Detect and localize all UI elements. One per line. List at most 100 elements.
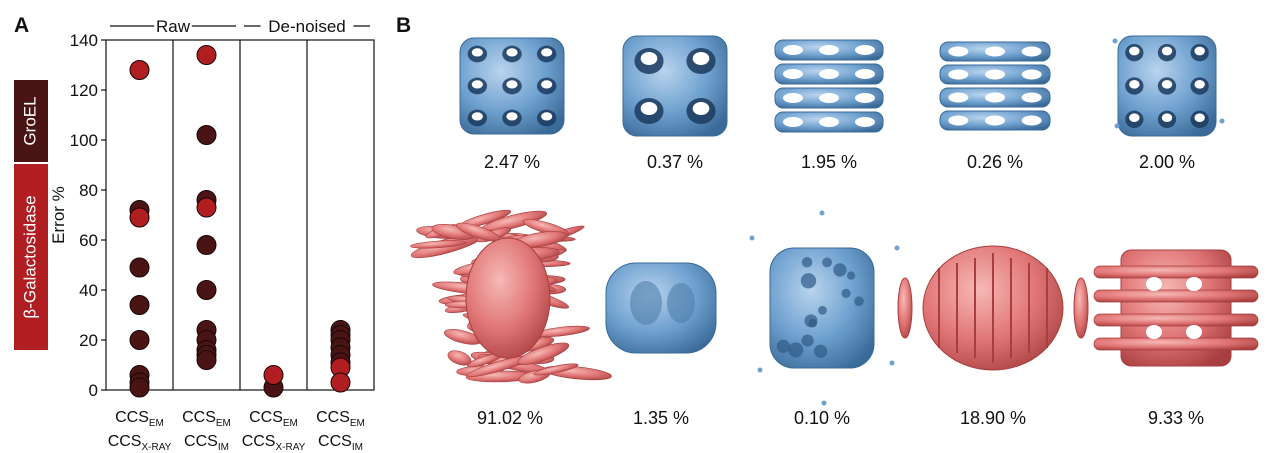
model-pit <box>800 273 817 289</box>
model-pit <box>822 257 833 268</box>
model-hole-light <box>1129 80 1140 89</box>
model-speck <box>757 367 763 373</box>
data-point-1 <box>330 372 351 393</box>
data-point-0 <box>129 330 150 350</box>
model-hole-light <box>783 93 803 103</box>
panel-b-label: B <box>396 14 412 37</box>
model-pit <box>804 314 818 328</box>
model-top-4 <box>939 41 1051 131</box>
model-hole-light <box>640 102 658 115</box>
model-pit <box>788 342 804 358</box>
model-side-lobe <box>1073 277 1089 339</box>
data-point-0 <box>196 350 217 370</box>
model-hole-light <box>948 46 969 57</box>
model-speck <box>1219 118 1225 124</box>
model-layer <box>1093 337 1259 351</box>
model-bottom-4 <box>897 245 1089 371</box>
model-pit <box>801 257 813 268</box>
model-hole-light <box>1021 69 1042 80</box>
data-point-0 <box>129 257 150 278</box>
model-hole-light <box>985 92 1005 103</box>
model-top-3-label: 1.95 % <box>800 152 858 172</box>
model-hole-light <box>855 69 875 79</box>
model-pit <box>841 288 851 298</box>
category-label-line1: CCSEM <box>249 409 298 429</box>
model-hole-light <box>1021 46 1042 57</box>
model-core <box>465 237 551 359</box>
model-hole-light <box>541 48 553 57</box>
data-point-1 <box>263 365 284 385</box>
model-dent <box>667 283 695 323</box>
model-pit <box>833 263 847 277</box>
model-hole-light <box>1194 46 1205 56</box>
model-bottom-1-label: 91.02 % <box>476 408 544 428</box>
model-hole-light <box>948 69 969 80</box>
legend-groel: GroEL <box>14 80 48 162</box>
model-fragment <box>410 240 468 249</box>
model-hole-light <box>541 80 553 89</box>
data-point-0 <box>196 125 217 145</box>
y-tick-label: 40 <box>79 281 98 300</box>
error-scatter-chart: 0 20 40 60 80 100 120 140 Error % Raw De-noised CCS… <box>50 17 375 453</box>
group-header-0: Raw <box>156 17 191 36</box>
model-hole-light <box>1186 325 1202 339</box>
model-hole-light <box>471 48 483 57</box>
legend-groel-label: GroEL <box>21 96 41 146</box>
model-fragment <box>533 363 579 376</box>
y-tick-label: 20 <box>79 331 98 350</box>
model-hole-light <box>1161 113 1173 122</box>
data-point-1 <box>129 207 150 228</box>
model-bottom-4-label: 18.90 % <box>959 408 1027 428</box>
model-hole-light <box>506 80 518 89</box>
model-hole-light <box>985 69 1005 80</box>
model-top-2-label: 0.37 % <box>646 152 704 172</box>
model-body <box>622 35 728 137</box>
data-point-0 <box>196 280 217 300</box>
category-label-line2: CCSIM <box>318 433 363 453</box>
model-speck <box>1114 123 1120 129</box>
model-top-5-label: 2.00 % <box>1138 152 1196 172</box>
model-hole-light <box>1146 277 1162 291</box>
category-label-line1: CCSEM <box>115 409 164 429</box>
model-layer <box>1093 265 1259 279</box>
y-tick-label: 60 <box>79 231 98 250</box>
model-bottom-1 <box>410 209 612 384</box>
legend-beta-galactosidase-label: β-Galactosidase <box>21 195 41 319</box>
data-point-1 <box>129 60 150 80</box>
category-label-line1: CCSEM <box>182 409 231 429</box>
model-hole-light <box>1021 92 1042 103</box>
model-hole-light <box>1129 113 1140 122</box>
model-speck <box>1112 38 1118 44</box>
model-bottom-5 <box>1093 249 1259 367</box>
model-hole-light <box>783 69 803 79</box>
model-speck <box>894 245 900 251</box>
model-hole-light <box>692 52 710 65</box>
model-pit <box>846 271 856 280</box>
model-hole-light <box>819 45 839 55</box>
y-tick-label: 120 <box>70 81 98 100</box>
model-top-1 <box>459 37 565 135</box>
model-hole-light <box>1186 277 1202 291</box>
model-hole-light <box>819 117 839 127</box>
model-hole-light <box>1129 46 1140 56</box>
model-speck <box>749 235 755 241</box>
model-hole-light <box>855 45 875 55</box>
model-speck <box>821 400 827 406</box>
model-hole-light <box>1194 113 1205 122</box>
data-point-0 <box>196 235 217 255</box>
model-hole-light <box>985 46 1005 57</box>
category-label-line2: CCSX-RAY <box>108 433 172 453</box>
model-hole-light <box>1194 80 1205 89</box>
y-tick-label: 100 <box>70 131 98 150</box>
data-point-0 <box>129 377 150 398</box>
data-point-0 <box>129 295 150 315</box>
model-hole-light <box>506 48 518 57</box>
model-hole-light <box>985 115 1005 126</box>
model-side-lobe <box>897 277 913 339</box>
model-fragment <box>447 350 472 366</box>
model-hole-light <box>692 102 710 115</box>
category-label-line2: CCSX-RAY <box>242 433 306 453</box>
model-pit <box>776 339 791 353</box>
category-label-line2: CCSIM <box>184 433 229 453</box>
model-hole-light <box>783 117 803 127</box>
